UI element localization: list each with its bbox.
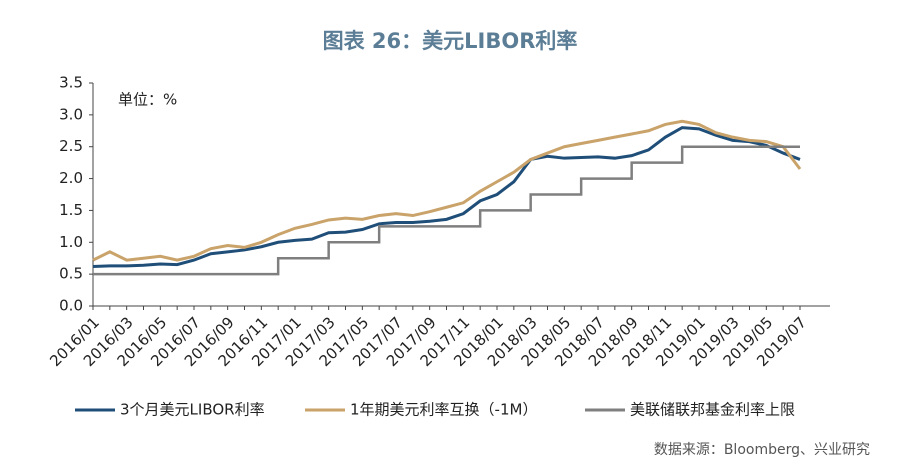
- unit-annotation: 单位：%: [118, 91, 177, 109]
- legend-label: 3个月美元LIBOR利率: [120, 401, 265, 419]
- legend-label: 美联储联邦基金利率上限: [630, 401, 795, 419]
- y-tick-label: 2.0: [59, 169, 83, 187]
- chart-title: 图表 26：美元LIBOR利率: [323, 29, 578, 53]
- y-tick-label: 0.0: [59, 297, 83, 315]
- y-tick-label: 1.5: [59, 201, 83, 219]
- y-tick-label: 3.0: [59, 105, 83, 123]
- y-tick-label: 1.0: [59, 233, 83, 251]
- y-tick-label: 3.5: [59, 74, 83, 92]
- series-line: [92, 119, 802, 262]
- y-tick-label: 2.5: [59, 137, 83, 155]
- source: 数据来源：Bloomberg、兴业研究: [654, 442, 870, 458]
- series-line: [92, 126, 801, 268]
- series-line: [93, 145, 800, 276]
- legend-label: 1年期美元利率互换（-1M）: [350, 401, 537, 419]
- y-tick-label: 0.5: [59, 265, 83, 283]
